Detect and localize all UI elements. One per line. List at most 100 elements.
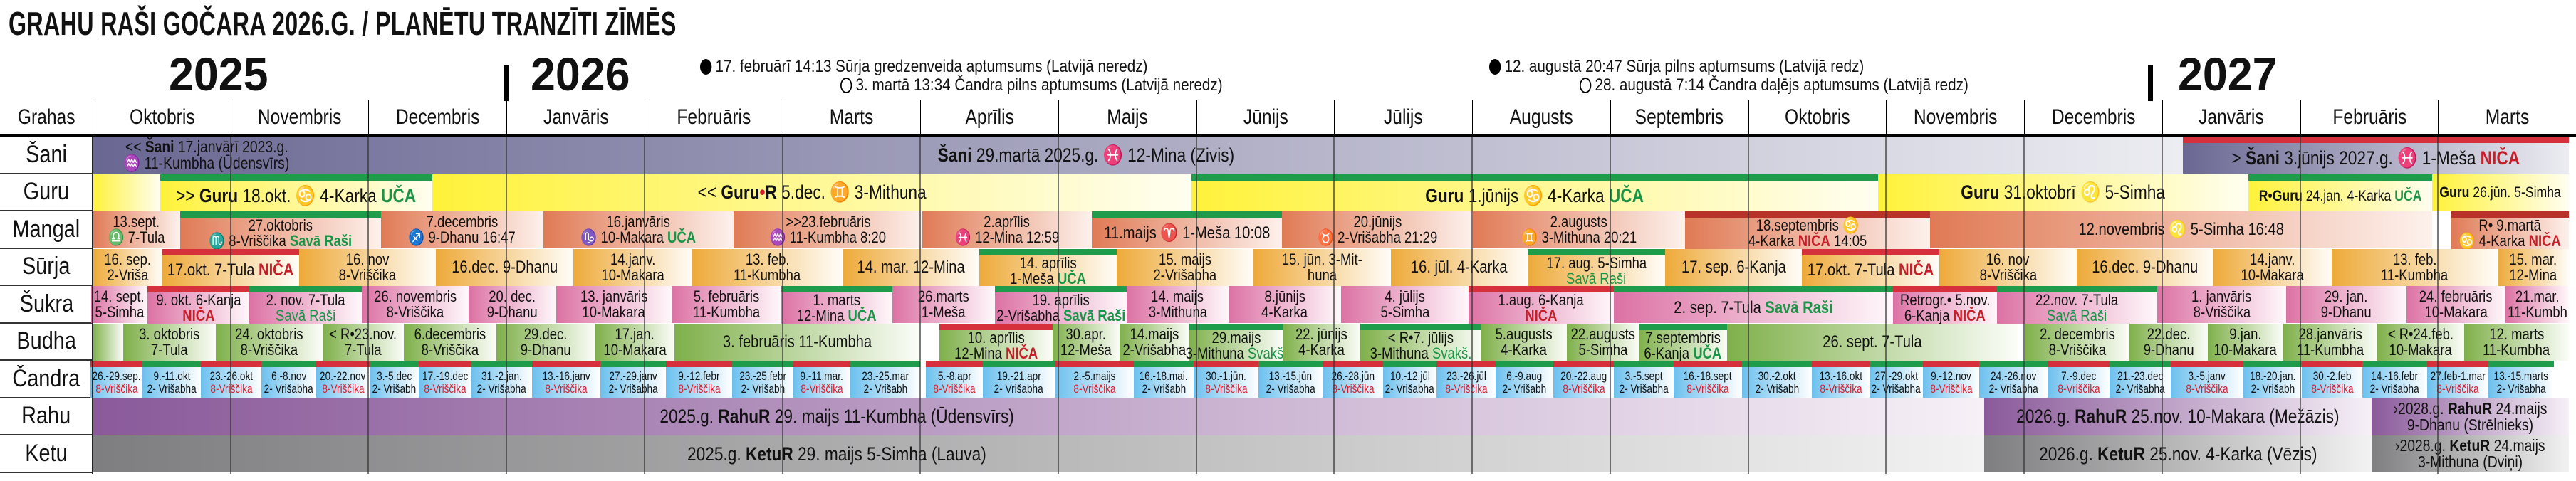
segment-line: 28.janvāris xyxy=(2298,326,2362,342)
segment-text: 14.janv. xyxy=(2250,250,2295,268)
segment-line: 19.-21.apr xyxy=(996,369,1041,383)
segment-line: 7.septembris xyxy=(1645,329,1721,346)
segment-line: << Guru•R 5.dec. ♊ 3-Mithuna xyxy=(697,183,926,202)
segment-body: 16.dec. 9-Dhanu xyxy=(436,248,573,286)
highlight-text: Savā Raši xyxy=(1765,297,1833,317)
month-gridline xyxy=(1471,137,1474,474)
month-label: Novembris xyxy=(258,105,342,129)
month-label: Marts xyxy=(830,105,874,129)
segment-text: 8.jūnijs xyxy=(1264,287,1305,305)
segment-body: >>23.februāris ♒ 11-Kumbha 8:20 xyxy=(734,211,922,248)
segment-text: 10.-12.jūl xyxy=(1389,369,1430,383)
green-accent-bar xyxy=(1189,323,1283,330)
red-accent-bar xyxy=(793,361,850,367)
planet-label-8: Ketu xyxy=(0,435,93,473)
transit-segment: 24.-26.nov 2- Vrišabha xyxy=(1979,361,2048,398)
green-accent-bar xyxy=(1134,361,1194,367)
month-gridline xyxy=(919,137,922,474)
green-accent-bar xyxy=(732,361,793,367)
segment-text: 2- Vrišabha xyxy=(2115,381,2165,396)
planet-name-text: RahuR xyxy=(2447,398,2493,418)
transit-segment: 9.-11.mar. 8-Vriščika xyxy=(793,361,850,398)
segment-text: 13. feb. xyxy=(745,250,790,268)
segment-line: 4. jūlijs xyxy=(1385,289,1424,305)
segment-body: << Guru•R 5.dec. ♊ 3-Mithuna xyxy=(432,174,1191,211)
segment-line: 8.jūnijs xyxy=(1264,289,1305,305)
segment-body: R• 9.martā ♋ 4-Karka NIČA xyxy=(2451,218,2569,249)
transit-segment: Guru 31.oktobrī ♌ 5-Simha xyxy=(1878,174,2248,211)
segment-line: 9.jan. xyxy=(2229,326,2261,342)
segment-line: 8-Vriščika xyxy=(422,342,479,358)
segment-line: ♑ 10-Makara UČA xyxy=(581,230,697,245)
green-accent-bar xyxy=(2248,174,2432,181)
segment-text: 5.dec. ♊ 3-Mithuna xyxy=(776,181,927,203)
segment-body: 17.-19.dec 8-Vriščika xyxy=(419,367,471,398)
segment-line: 8-Vriščika xyxy=(1205,382,1247,396)
segment-text: ♏ 8-Vriščika xyxy=(209,232,291,250)
planet-name: Šukra xyxy=(19,290,73,317)
segment-line: 2.-5.maijs xyxy=(1073,369,1115,383)
segment-text: >> xyxy=(176,184,200,206)
segment-text: 14. aprīlis xyxy=(1019,253,1077,272)
segment-line: 22. jūnijs xyxy=(1295,326,1347,342)
month-gridline xyxy=(506,137,508,474)
segment-body: 29. jan. 9-Dhanu xyxy=(2286,286,2406,323)
segment-body: 10.-12.jūl 2- Vrišabha xyxy=(1383,367,1436,398)
transit-segment: 15. maijs 2-Vrišabha xyxy=(1117,248,1253,286)
transit-segment: Guru 1.jūnijs ♋ 4-Karka UČA xyxy=(1191,174,1878,211)
planet-name: Mangal xyxy=(12,215,80,243)
segment-line: 2-Vrišabha xyxy=(1154,267,1217,283)
segment-line: 2- Vrišabha xyxy=(477,382,526,396)
segment-body: 6.-8.nov 2- Vrišabha xyxy=(261,367,316,398)
planet-name-text: RahuR xyxy=(2075,406,2127,427)
segment-line: 26.-28.jūn xyxy=(1331,369,1375,383)
segment-line: 13.-16.janv xyxy=(542,369,590,383)
segment-text: 4-Karka xyxy=(1748,232,1798,250)
segment-line: 5.augusts xyxy=(1496,326,1553,342)
segment-body: 16. sep. 2-Vriša xyxy=(93,248,162,286)
month-label: Decembris xyxy=(2051,105,2136,129)
segment-text: 24. oktobris xyxy=(235,324,303,343)
green-accent-bar xyxy=(249,286,362,292)
segment-line: 11.maijs ♈ 1-Meša 10:08 xyxy=(1104,223,1270,243)
highlight-text: 8-Vriščika xyxy=(2186,381,2228,396)
month-label: Janvāris xyxy=(543,105,609,129)
segment-text: 7.-9.dec xyxy=(2060,369,2097,383)
transit-segment: 14.maijs 2-Vrišabha xyxy=(1120,323,1189,361)
segment-body: 7.septembris 6-Kanja UČA xyxy=(1639,329,1727,361)
segment-text: 12.novembris ♌ 5-Simha 16:48 xyxy=(2078,220,2284,239)
transit-segment: 13.-16.janv 8-Vriščika xyxy=(532,361,600,398)
segment-line: 20.jūnijs xyxy=(1353,214,1402,230)
segment-text: 19.-21.apr xyxy=(996,369,1041,383)
highlight-text: 8-Vriščika xyxy=(2310,381,2354,396)
segment-line: 2- Vrišabha xyxy=(1619,382,1668,396)
highlight-text: 8-Vriščika xyxy=(1562,381,1605,396)
red-accent-bar xyxy=(666,361,732,367)
segment-text: 11-Kumbh xyxy=(2507,303,2567,321)
segment-text: 7.decembris xyxy=(426,213,499,231)
segment-body: 4. jūlijs 5-Simha xyxy=(1341,286,1469,323)
segment-text: ♊ 3-Mithuna 20:21 xyxy=(1521,228,1637,246)
segment-line: 11-Kumbha xyxy=(734,267,801,283)
segment-line: 1.aug. 6-Kanja xyxy=(1498,292,1584,308)
segment-line: ♋ 4-Karka NIČA xyxy=(2459,233,2561,249)
segment-text: 2- Vrišabh xyxy=(2251,381,2295,396)
segment-line: NIČA xyxy=(1525,308,1557,324)
segment-line: 2- Vrišabha xyxy=(264,382,313,396)
segment-line: 23.-26.jūl xyxy=(1446,369,1486,383)
segment-line: 9. okt. 6-Kanja xyxy=(156,292,241,308)
segment-line: 13.-15.marts xyxy=(2494,369,2548,383)
segment-line: 2- Vrišabh xyxy=(1142,382,1185,396)
red-accent-bar xyxy=(147,286,249,292)
eclipse-text: 3. martā 13:34 Čandra pilns aptumsums (L… xyxy=(855,75,1223,95)
segment-body: 12. marts 11-Kumbha xyxy=(2464,323,2569,361)
segment-body: R•Guru 24.jan. 4-Karka UČA xyxy=(2248,180,2432,211)
segment-text: << xyxy=(125,137,145,156)
uca-tag: UČA xyxy=(381,184,417,206)
segment-body: Retrogr.• 5.nov. 6-Kanja NIČA xyxy=(1893,292,1997,324)
planet-name-text: KetuR xyxy=(2097,443,2145,465)
red-accent-bar xyxy=(1553,361,1614,367)
segment-line: 5-Simha xyxy=(1380,305,1429,320)
highlight-text: Savā Raši xyxy=(1566,269,1627,287)
